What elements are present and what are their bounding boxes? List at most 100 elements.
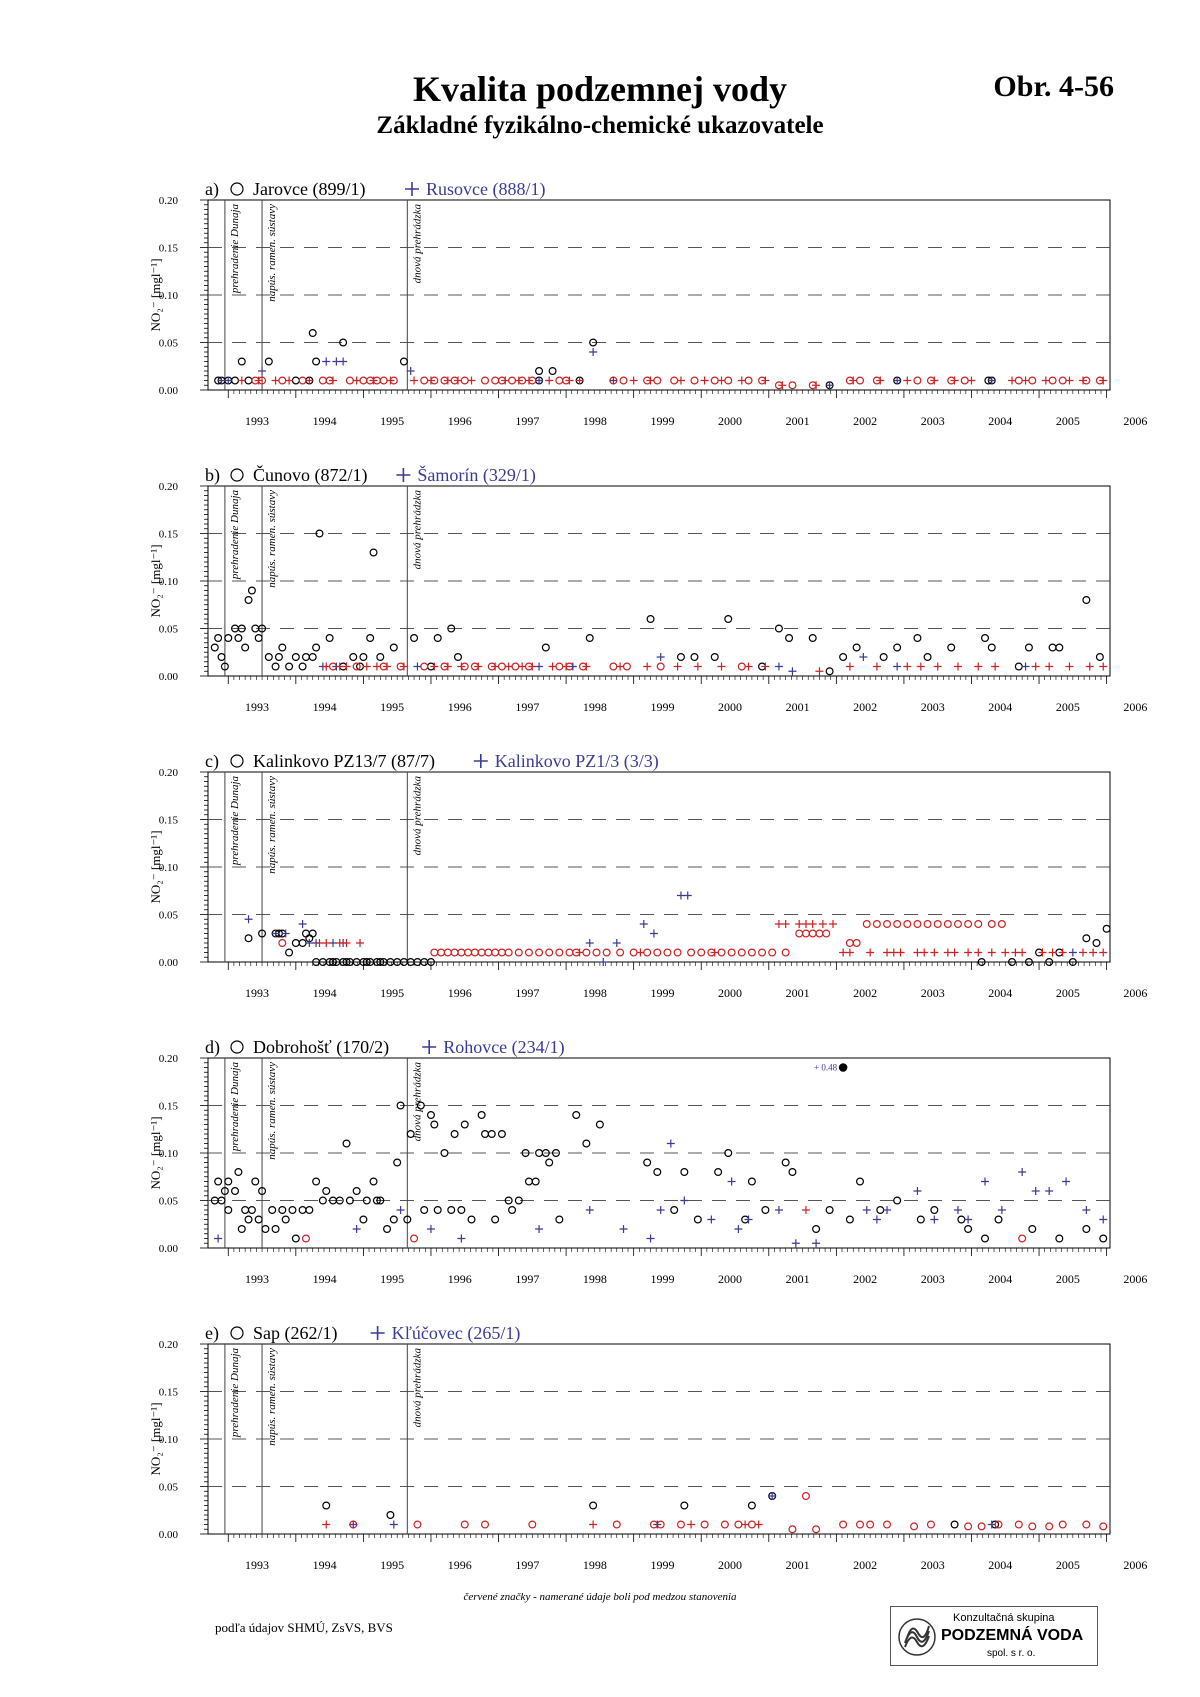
chart-panel-d: 0.00 0.05 0.10 0.15 0.20 1993 1994 1995 1996 1997… [148, 1037, 1147, 1286]
data-point [214, 1234, 223, 1243]
x-tick-label: 1998 [583, 986, 607, 1000]
data-point-below-limit [643, 948, 652, 957]
data-point-below-limit [913, 376, 922, 385]
data-point [785, 633, 794, 642]
x-tick-label: 2001 [786, 414, 810, 428]
data-point-below-limit [602, 948, 611, 957]
data-point [997, 1206, 1006, 1214]
y-tick-label: 0.10 [159, 1148, 179, 1160]
data-point [856, 1177, 865, 1186]
legend-plus-marker [422, 1040, 437, 1054]
data-point-below-limit [801, 920, 810, 928]
data-point [862, 1206, 871, 1214]
data-point-below-limit [781, 920, 790, 928]
data-point [426, 1110, 435, 1119]
data-point [234, 633, 243, 642]
data-point [264, 652, 273, 661]
data-point-below-limit [1099, 662, 1108, 671]
data-point-below-limit [893, 919, 902, 928]
x-tick-label: 1993 [245, 1558, 269, 1572]
data-point-below-limit [974, 919, 983, 928]
data-point-below-limit [555, 662, 564, 671]
data-point [258, 1186, 267, 1195]
data-point [237, 357, 246, 366]
event-label: dnová prehrádzka [411, 1062, 423, 1142]
data-point-below-limit [298, 376, 307, 385]
data-point [680, 1196, 689, 1205]
data-point-below-limit [761, 376, 770, 385]
data-point [987, 1520, 996, 1529]
x-tick-label: 1998 [583, 414, 607, 428]
data-point-below-limit [933, 662, 942, 671]
data-point [224, 376, 233, 385]
data-point [788, 1167, 797, 1176]
data-point [1099, 1234, 1108, 1243]
y-tick-label: 0.00 [159, 957, 179, 969]
data-point [426, 1225, 435, 1233]
data-point-below-limit [812, 1525, 821, 1534]
data-point [264, 357, 273, 366]
event-label: napús. ramen. sústavy [266, 776, 278, 874]
data-point [1082, 1206, 1091, 1214]
data-point-below-limit [501, 376, 510, 385]
data-point [981, 1177, 990, 1186]
data-point-below-limit [977, 1522, 986, 1531]
data-point-below-limit [335, 662, 344, 671]
legend-circle-marker [230, 1326, 244, 1340]
data-point-below-limit [1014, 1520, 1023, 1529]
data-point [1055, 643, 1064, 652]
data-point [406, 1129, 415, 1138]
y-tick-label: 0.20 [159, 195, 179, 207]
data-point-below-limit [903, 919, 912, 928]
data-point [555, 1215, 564, 1224]
data-point-below-limit [866, 1520, 875, 1529]
data-point [535, 662, 544, 671]
data-point-below-limit [1099, 948, 1108, 957]
data-point [545, 1158, 554, 1167]
x-tick-label: 1999 [650, 414, 674, 428]
data-point [285, 948, 294, 957]
annotation-label: + 0.48 [814, 1063, 838, 1073]
data-point-below-limit [322, 662, 331, 671]
data-point-below-limit [700, 376, 709, 385]
data-point [244, 595, 253, 604]
data-point [535, 1225, 544, 1233]
data-point [312, 357, 321, 366]
data-point-below-limit [788, 381, 797, 390]
data-point [761, 1205, 770, 1214]
x-tick-label: 1994 [313, 1272, 337, 1286]
data-point-below-limit [481, 1520, 490, 1529]
data-point [531, 1177, 540, 1186]
data-point-below-limit [410, 1234, 419, 1243]
x-tick-label: 1996 [448, 1558, 472, 1572]
data-point-below-limit [693, 662, 702, 671]
data-point [1021, 662, 1030, 671]
data-point-below-limit [987, 948, 996, 957]
data-point-below-limit [839, 1520, 848, 1529]
legend-series-1: Jarovce (899/1) [253, 179, 365, 200]
data-point-below-limit [301, 1234, 310, 1243]
data-point [241, 1205, 250, 1214]
data-point-below-limit [335, 939, 344, 947]
data-point-below-limit [687, 948, 696, 957]
data-point [237, 624, 246, 633]
data-point-below-limit [562, 662, 571, 671]
plot-frame [207, 1057, 1111, 1249]
data-point-below-limit [727, 948, 736, 957]
data-point [727, 1177, 736, 1186]
y-tick-label: 0.05 [159, 338, 179, 350]
event-label: prehradenie Dunaja [229, 490, 241, 581]
data-point [646, 1234, 655, 1243]
data-point [278, 643, 287, 652]
data-point [1082, 934, 1091, 943]
data-point [1099, 1215, 1108, 1224]
data-point-below-limit [734, 1520, 743, 1529]
data-point-below-limit [318, 376, 327, 385]
data-point [342, 957, 351, 966]
x-tick-label: 2001 [786, 986, 810, 1000]
data-point [680, 1167, 689, 1176]
data-point-below-limit [629, 376, 638, 385]
data-point-below-limit [812, 381, 821, 390]
data-point [487, 1129, 496, 1138]
data-point-below-limit [1038, 948, 1047, 957]
